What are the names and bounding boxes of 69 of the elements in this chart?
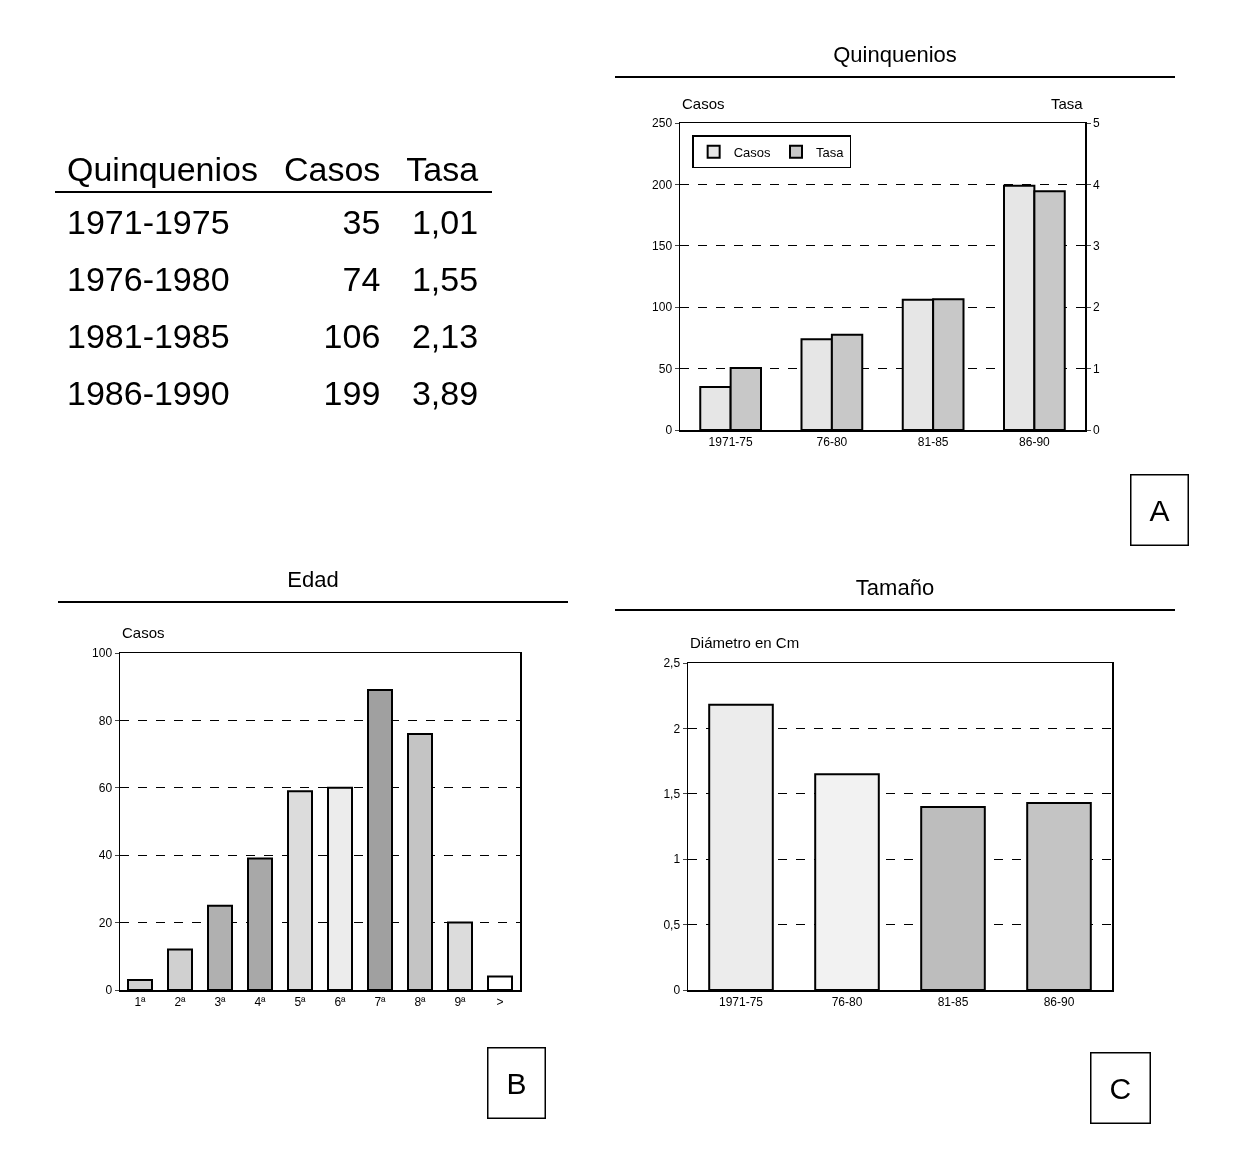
category-label: 1981-1985 [66, 316, 231, 357]
x-tick-label: 5ª [294, 994, 307, 1009]
y-tick-label: 0 [665, 423, 673, 438]
y-axis-title: Casos [122, 624, 165, 641]
y-tick-label: 80 [98, 713, 113, 728]
y-tick-label: 150 [652, 239, 673, 253]
data-label: 74 [341, 259, 382, 300]
y2-tick-label: 0 [1092, 423, 1100, 438]
data-label: 106 [322, 316, 382, 357]
y-tick-label: 100 [652, 300, 673, 315]
y-tick-label: 2,5 [663, 656, 681, 671]
text: C [1109, 1071, 1132, 1105]
text: Casos [271, 150, 395, 192]
y-axis-title: Casos [682, 95, 725, 112]
x-tick-label: 6ª [334, 994, 347, 1009]
data-label: 3,89 [410, 373, 480, 414]
y-tick-label: 2 [673, 721, 681, 736]
x-tick-label: 3ª [214, 994, 227, 1009]
y-tick-label: 40 [98, 848, 113, 863]
x-tick-label: 81-85 [917, 434, 949, 449]
y-tick-label: 200 [652, 177, 673, 192]
x-tick-label: 86-90 [1043, 994, 1075, 1009]
y-tick-label: 250 [652, 116, 673, 131]
y-tick-label: 0 [673, 983, 681, 998]
data-label: 1,01 [410, 202, 480, 243]
y-axis-title: Diámetro en Cm [690, 634, 800, 651]
x-tick-label: 8ª [414, 994, 427, 1009]
x-tick-label: 7ª [374, 994, 387, 1009]
x-tick-label: 2ª [174, 994, 187, 1009]
y-tick-label: 60 [98, 781, 113, 795]
y2-tick-label: 3 [1092, 239, 1100, 253]
x-tick-label: 76-80 [816, 434, 848, 449]
category-label: 1986-1990 [66, 373, 231, 414]
chart-title: Tamaño [615, 573, 1175, 611]
y2-tick-label: 1 [1092, 361, 1100, 376]
y-tick-label: 0,5 [663, 917, 681, 932]
x-tick-label: 81-85 [937, 994, 969, 1009]
y-tick-label: 0 [105, 983, 113, 998]
y-tick-label: 1 [673, 852, 681, 867]
data-label: 199 [322, 373, 382, 414]
y-tick-label: 20 [98, 915, 113, 930]
x-tick-label: 4ª [254, 994, 267, 1009]
data-label: 35 [341, 202, 382, 243]
text: A [1149, 493, 1170, 527]
x-tick-label: 1971-75 [718, 994, 764, 1009]
text: Quinquenios [55, 150, 272, 192]
x-tick-label: > [496, 994, 504, 1009]
chart-title: Quinquenios [615, 40, 1175, 78]
chart-title: Edad [58, 565, 568, 603]
text: B [506, 1066, 527, 1100]
y2-tick-label: 4 [1092, 177, 1100, 192]
y2-tick-label: 5 [1092, 116, 1100, 131]
legend-label: Tasa [816, 144, 845, 160]
data-label: 2,13 [410, 316, 480, 357]
category-label: 1976-1980 [66, 259, 231, 300]
text: Tasa [394, 150, 493, 192]
y-tick-label: 100 [92, 646, 113, 661]
y2-tick-label: 2 [1092, 300, 1100, 315]
x-tick-label: 1971-75 [708, 434, 753, 449]
category-label: 1971-1975 [66, 202, 231, 243]
x-tick-label: 9ª [454, 994, 467, 1009]
x-tick-label: 86-90 [1019, 434, 1051, 449]
legend-label: Casos [733, 144, 771, 160]
y-tick-label: 1,5 [663, 787, 681, 801]
y2-axis-title: Tasa [1051, 95, 1084, 112]
x-tick-label: 76-80 [831, 994, 863, 1009]
y-tick-label: 50 [658, 361, 673, 376]
data-label: 1,55 [410, 259, 480, 300]
x-tick-label: 1ª [134, 994, 147, 1009]
